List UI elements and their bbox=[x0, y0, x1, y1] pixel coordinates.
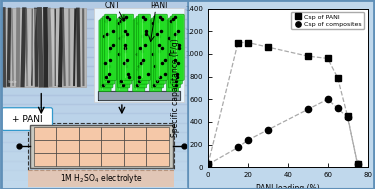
FancyBboxPatch shape bbox=[34, 140, 56, 153]
FancyBboxPatch shape bbox=[118, 18, 130, 88]
Csp of PANI bbox=[236, 41, 240, 44]
Bar bbox=[0, 38, 188, 47]
Bar bbox=[0, 104, 188, 113]
FancyBboxPatch shape bbox=[99, 20, 111, 92]
Csp of PANI bbox=[246, 41, 250, 44]
FancyBboxPatch shape bbox=[34, 153, 56, 166]
Line: Csp of PANI: Csp of PANI bbox=[205, 39, 361, 168]
FancyBboxPatch shape bbox=[168, 18, 180, 88]
Bar bbox=[0, 85, 188, 94]
FancyBboxPatch shape bbox=[138, 14, 150, 80]
FancyBboxPatch shape bbox=[79, 153, 101, 166]
Bar bbox=[0, 57, 188, 66]
Text: PANI: PANI bbox=[150, 1, 167, 10]
Legend: Csp of PANI, Csp of composites: Csp of PANI, Csp of composites bbox=[291, 12, 364, 29]
Csp of PANI bbox=[266, 46, 270, 48]
FancyBboxPatch shape bbox=[101, 153, 124, 166]
FancyBboxPatch shape bbox=[116, 20, 128, 92]
Csp of PANI bbox=[326, 57, 330, 60]
Csp of PANI bbox=[345, 115, 350, 117]
Text: CNT: CNT bbox=[105, 1, 121, 10]
FancyBboxPatch shape bbox=[2, 108, 52, 130]
FancyBboxPatch shape bbox=[103, 16, 115, 84]
Csp of PANI bbox=[306, 55, 310, 57]
Text: + PANI: + PANI bbox=[12, 115, 42, 124]
Csp of composites bbox=[266, 129, 270, 131]
Bar bbox=[0, 161, 188, 170]
X-axis label: PANI loading (%): PANI loading (%) bbox=[256, 184, 320, 189]
Bar bbox=[0, 28, 188, 38]
FancyBboxPatch shape bbox=[152, 18, 164, 88]
Csp of composites bbox=[355, 163, 360, 165]
FancyBboxPatch shape bbox=[124, 140, 146, 153]
Bar bbox=[0, 132, 188, 142]
FancyBboxPatch shape bbox=[150, 20, 162, 92]
FancyBboxPatch shape bbox=[166, 20, 178, 92]
Bar bbox=[0, 66, 188, 76]
FancyBboxPatch shape bbox=[155, 14, 167, 80]
Polygon shape bbox=[98, 91, 180, 100]
FancyBboxPatch shape bbox=[146, 153, 169, 166]
FancyBboxPatch shape bbox=[56, 127, 79, 140]
Bar bbox=[0, 76, 188, 85]
Bar bbox=[4, 8, 86, 87]
Bar bbox=[0, 9, 188, 19]
FancyBboxPatch shape bbox=[122, 14, 134, 80]
Bar bbox=[0, 113, 188, 123]
Line: Csp of composites: Csp of composites bbox=[205, 96, 361, 168]
FancyBboxPatch shape bbox=[79, 140, 101, 153]
FancyBboxPatch shape bbox=[101, 140, 124, 153]
Bar bbox=[0, 19, 188, 28]
Csp of composites bbox=[335, 107, 340, 109]
FancyBboxPatch shape bbox=[105, 14, 117, 80]
Csp of composites bbox=[246, 139, 250, 141]
FancyBboxPatch shape bbox=[34, 127, 56, 140]
Csp of PANI bbox=[355, 163, 360, 166]
Csp of composites bbox=[236, 146, 240, 149]
FancyBboxPatch shape bbox=[56, 153, 79, 166]
Bar bbox=[0, 151, 188, 161]
Bar bbox=[0, 170, 188, 180]
FancyBboxPatch shape bbox=[135, 18, 147, 88]
Y-axis label: Specific capacitance (F/g): Specific capacitance (F/g) bbox=[171, 39, 180, 137]
FancyBboxPatch shape bbox=[153, 16, 165, 84]
FancyBboxPatch shape bbox=[170, 16, 182, 84]
Bar bbox=[94, 8, 184, 102]
Csp of composites bbox=[206, 163, 210, 166]
FancyBboxPatch shape bbox=[101, 18, 113, 88]
FancyBboxPatch shape bbox=[124, 127, 146, 140]
Text: Scale: Scale bbox=[8, 80, 17, 84]
Csp of composites bbox=[345, 116, 350, 119]
FancyBboxPatch shape bbox=[56, 140, 79, 153]
Bar bbox=[0, 142, 188, 151]
Bar bbox=[0, 0, 188, 9]
FancyBboxPatch shape bbox=[79, 127, 101, 140]
Bar bbox=[0, 94, 188, 104]
Csp of composites bbox=[326, 98, 330, 100]
FancyBboxPatch shape bbox=[146, 127, 169, 140]
FancyBboxPatch shape bbox=[124, 153, 146, 166]
Csp of composites bbox=[306, 108, 310, 111]
FancyBboxPatch shape bbox=[136, 16, 148, 84]
FancyBboxPatch shape bbox=[172, 14, 184, 80]
FancyBboxPatch shape bbox=[30, 125, 172, 168]
Bar bbox=[28, 170, 174, 187]
FancyBboxPatch shape bbox=[146, 140, 169, 153]
FancyBboxPatch shape bbox=[133, 20, 145, 92]
FancyBboxPatch shape bbox=[101, 127, 124, 140]
Bar bbox=[0, 180, 188, 189]
Bar bbox=[0, 47, 188, 57]
Bar bbox=[0, 123, 188, 132]
Csp of PANI bbox=[206, 163, 210, 165]
Text: 1M H$_2$SO$_4$ electrolyte: 1M H$_2$SO$_4$ electrolyte bbox=[60, 172, 142, 185]
FancyBboxPatch shape bbox=[120, 16, 132, 84]
Csp of PANI bbox=[335, 77, 340, 79]
